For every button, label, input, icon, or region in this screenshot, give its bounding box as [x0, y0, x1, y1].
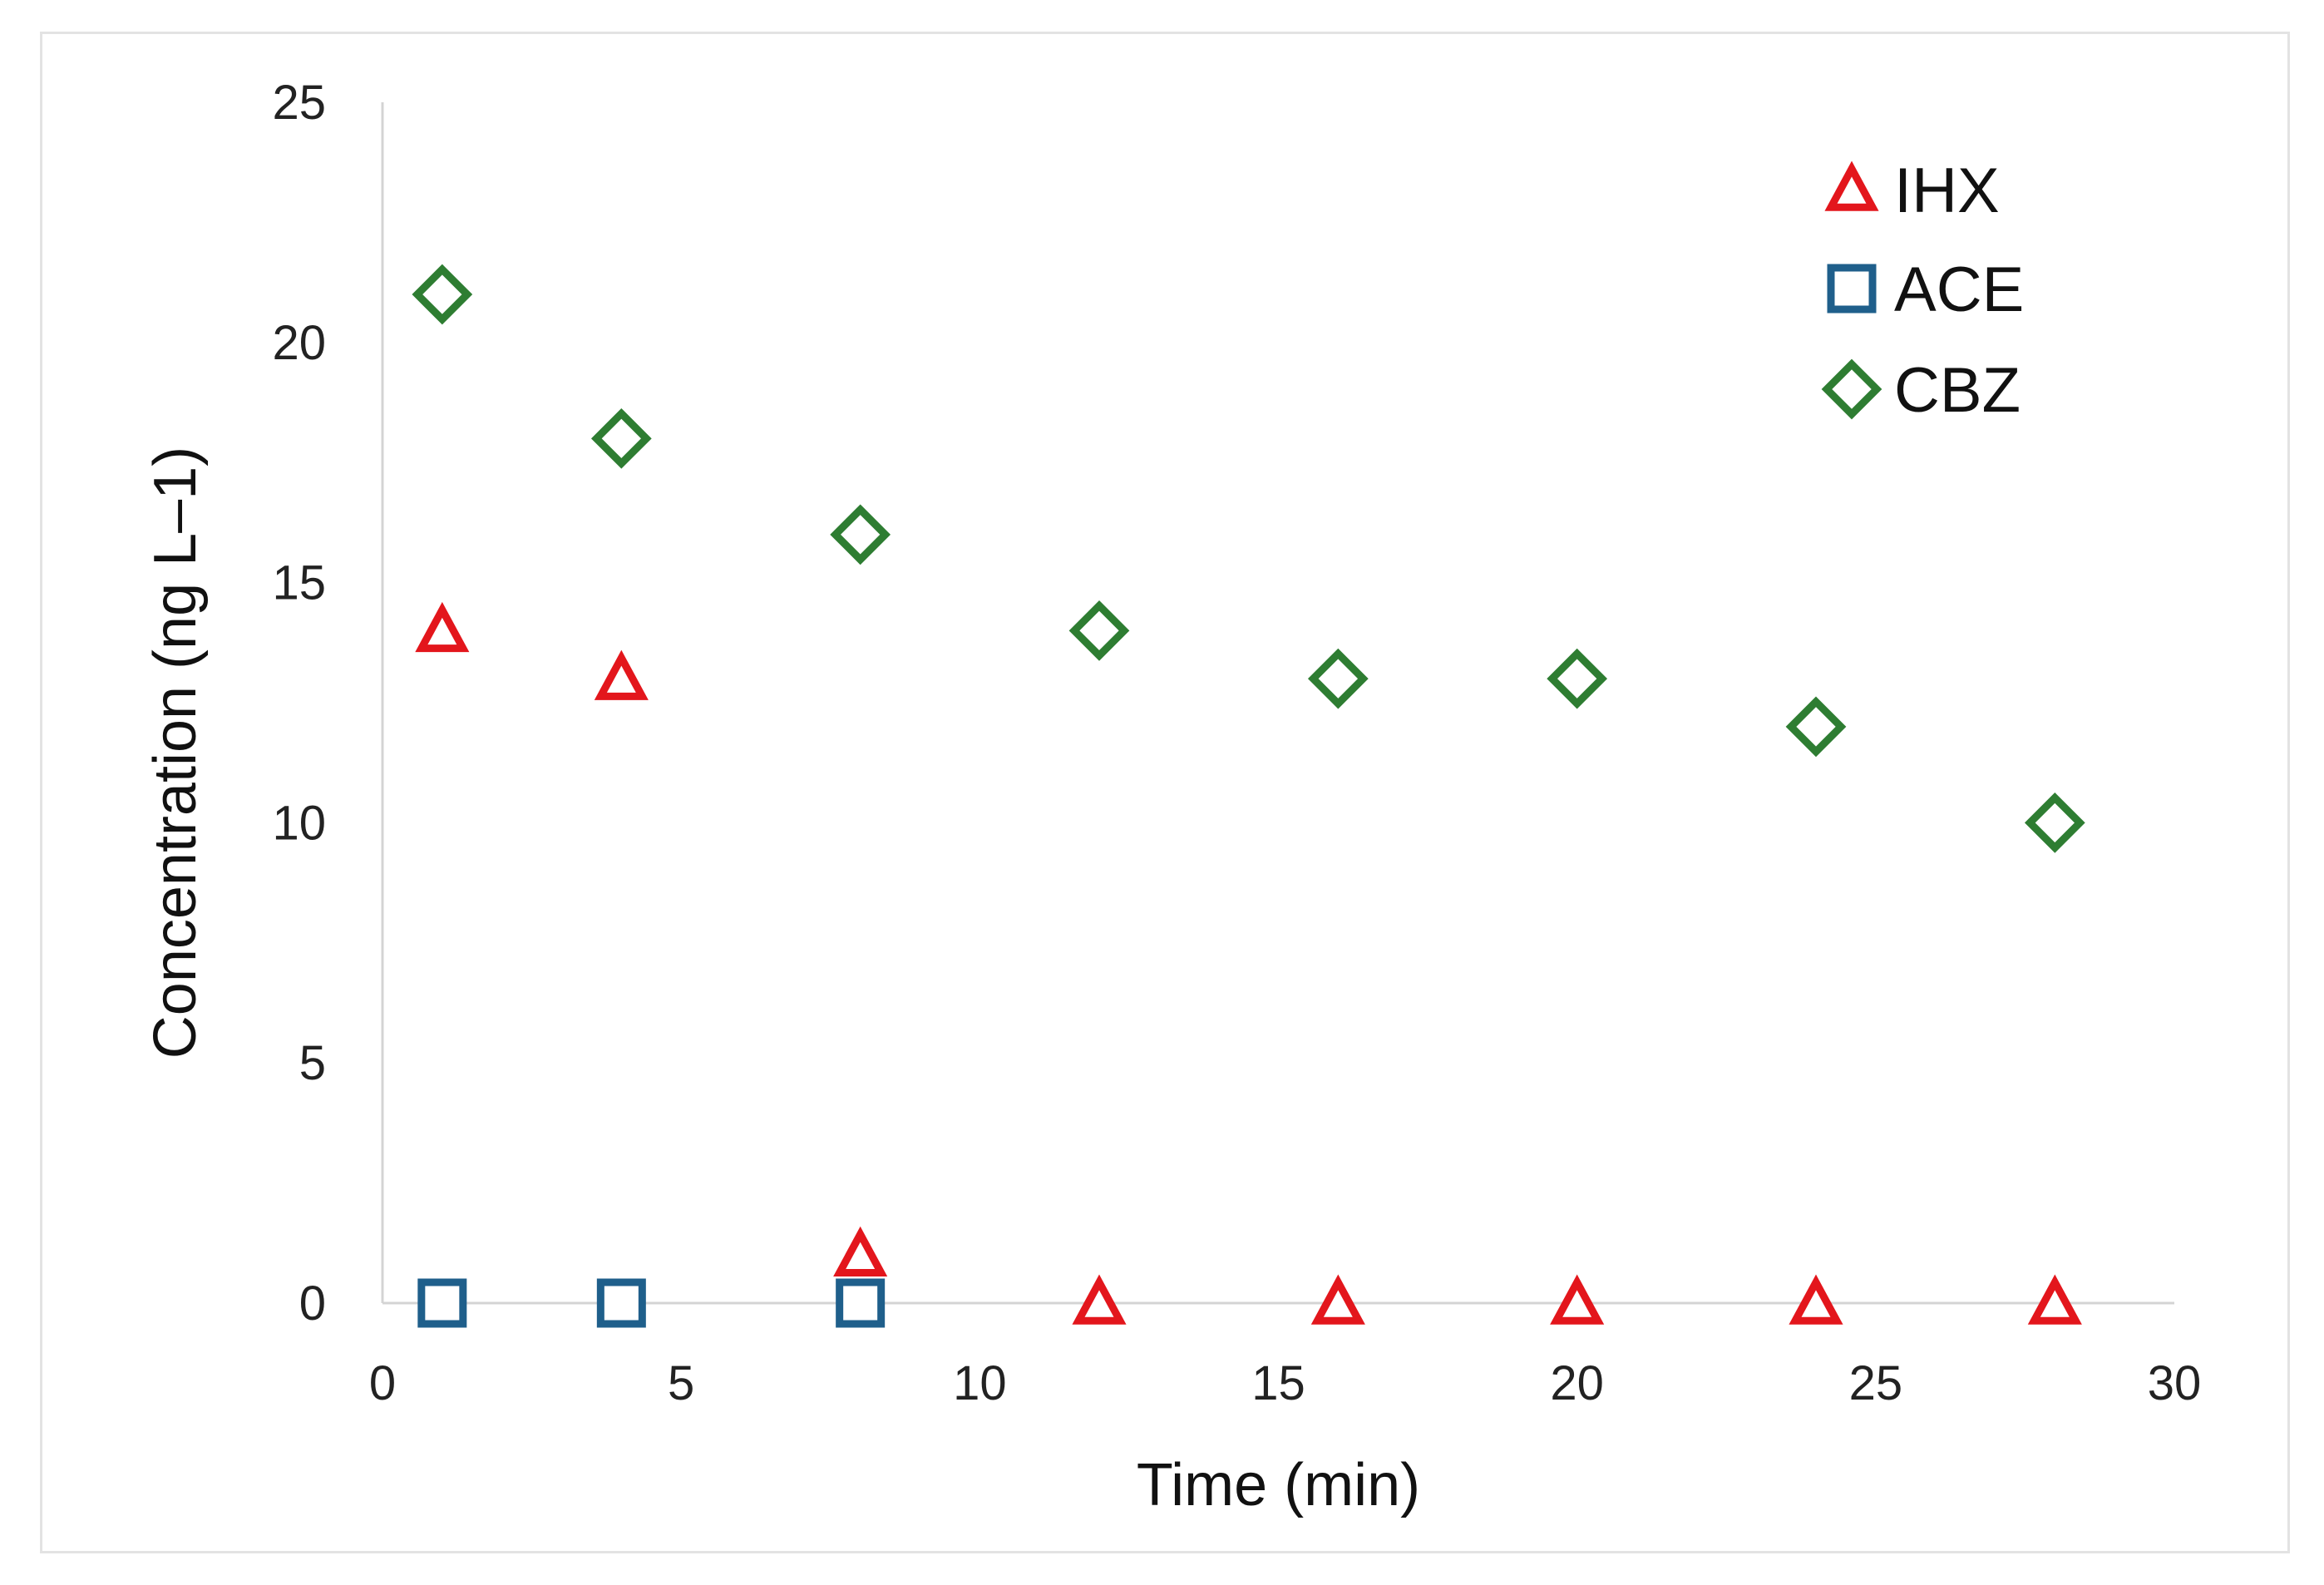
- x-tick-label: 30: [2148, 1356, 2202, 1410]
- legend-cbz-marker: [1821, 358, 1882, 420]
- ihx-point: [833, 1226, 888, 1276]
- y-tick-label: 5: [299, 1036, 326, 1090]
- chart-frame: [40, 32, 2290, 1553]
- x-tick-label: 10: [953, 1356, 1007, 1410]
- y-axis-title: Concentration (ng L–1): [142, 447, 209, 1059]
- cbz-point: [2024, 792, 2085, 853]
- ihx-point: [2027, 1274, 2082, 1325]
- data-markers: [412, 264, 2085, 1328]
- y-tick-labels: 0 5 10 15 20 25: [272, 76, 326, 1331]
- ihx-point: [1072, 1274, 1127, 1325]
- legend-ihx-label: IHX: [1894, 156, 2000, 226]
- ihx-point: [415, 601, 470, 653]
- ace-point: [836, 1278, 886, 1328]
- ihx-point: [1310, 1274, 1365, 1325]
- y-tick-label: 0: [299, 1276, 326, 1331]
- axes: [381, 102, 2174, 1305]
- x-tick-label: 25: [1849, 1356, 1903, 1410]
- y-tick-label: 20: [272, 316, 326, 370]
- cbz-point: [1068, 600, 1130, 661]
- legend-cbz-label: CBZ: [1894, 355, 2021, 426]
- x-tick-label: 15: [1251, 1356, 1305, 1410]
- legend-ace-label: ACE: [1894, 254, 2024, 325]
- cbz-point: [830, 504, 891, 565]
- legend-ihx-marker: [1824, 160, 1879, 211]
- x-axis-title: Time (min): [1137, 1452, 1420, 1518]
- cbz-point: [1307, 648, 1369, 709]
- x-tick-label: 20: [1550, 1356, 1604, 1410]
- y-tick-label: 15: [272, 556, 326, 610]
- cbz-point: [412, 264, 473, 325]
- cbz-point: [590, 407, 652, 469]
- ihx-point: [1789, 1274, 1843, 1325]
- cbz-point: [1547, 648, 1608, 709]
- cbz-point: [1785, 696, 1847, 758]
- y-tick-label: 25: [272, 76, 326, 130]
- x-tick-label: 0: [369, 1356, 396, 1410]
- ace-point: [417, 1278, 467, 1328]
- legend-ace-marker: [1827, 264, 1877, 314]
- x-tick-labels: 0 5 10 15 20 25 30: [369, 1356, 2201, 1410]
- ace-point: [596, 1278, 646, 1328]
- y-tick-label: 10: [272, 796, 326, 850]
- ihx-point: [594, 649, 649, 700]
- x-tick-label: 5: [668, 1356, 694, 1410]
- legend: IHX ACE CBZ: [1821, 156, 2024, 426]
- ihx-point: [1550, 1274, 1605, 1325]
